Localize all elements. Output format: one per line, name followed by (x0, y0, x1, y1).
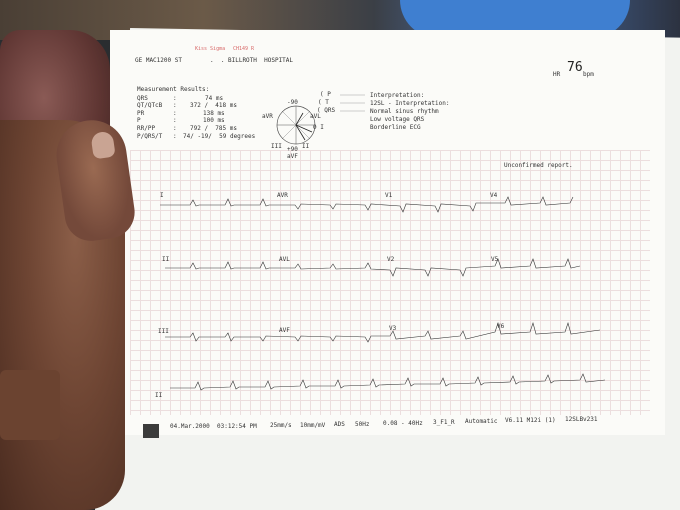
ecg-trace-row3 (165, 321, 601, 343)
axis-bottom: +90 (287, 146, 298, 153)
lead-label: AVL (279, 256, 290, 263)
footer-time: 03:12:54 PM (217, 423, 257, 430)
footer-program: 12SLBv231 (565, 416, 598, 423)
footer-gain: 10mm/mV (300, 422, 326, 429)
watch-strap (0, 370, 60, 440)
measure-label: RR/PP (137, 125, 156, 132)
measure-sep: : (173, 117, 177, 124)
measure-value: 138 ms (203, 110, 225, 117)
hr-value: 76 (567, 60, 583, 75)
footer-filter: 0.08 - 40Hz (383, 420, 423, 427)
hr-unit: bpm (583, 71, 594, 78)
axis-lead1: 0 I (313, 124, 324, 131)
interpretation-line: Low voltage QRS (370, 116, 425, 123)
footer-mains: 50Hz (355, 421, 370, 428)
interpretation-title: Interpretation: (370, 92, 425, 99)
logo-left: Kiss Sigma (195, 46, 226, 52)
lead-label: AVR (277, 192, 288, 199)
unconfirmed-report: Unconfirmed report. (504, 162, 573, 169)
axis-avr: aVR (262, 113, 273, 120)
lead-label: II (155, 392, 163, 399)
measure-label: P/QRS/T (137, 133, 163, 140)
footer-speed: 25mm/s (270, 422, 292, 429)
lead-label: AVF (279, 327, 290, 334)
lead-label: V6 (497, 323, 505, 330)
ecg-trace-row4 (170, 373, 606, 391)
axis-legend-p: ( P (320, 91, 331, 98)
footer-ads: ADS (334, 421, 345, 428)
ecg-trace-row2 (165, 258, 581, 277)
patient-dots: . . (210, 57, 225, 64)
lead-label: V3 (389, 325, 397, 332)
logo-right: CH149 R (233, 46, 255, 52)
footer-marker (143, 424, 159, 438)
axis-lead2: II (302, 143, 310, 150)
interpretation-line: Borderline ECG (370, 124, 421, 131)
axis-top: -90 (287, 99, 298, 106)
footer-version: V6.11 M12i (1) (505, 417, 556, 424)
measure-value: 74 ms (205, 95, 224, 102)
axis-legend-qrs: ( QRS (317, 107, 336, 114)
measure-sep: : (173, 110, 177, 117)
lead-label: II (162, 256, 170, 263)
axis-avl: aVL (310, 113, 321, 120)
ecg-trace-row1 (160, 196, 574, 213)
axis-lead3: III (271, 143, 282, 150)
measure-label: P (137, 117, 141, 124)
lead-label: V4 (490, 192, 498, 199)
lead-label: V2 (387, 256, 395, 263)
measure-sep: : (173, 125, 177, 132)
measure-sep: : (173, 102, 177, 109)
measure-value: 100 ms (203, 117, 225, 124)
device-name: GE MAC1200 ST (135, 57, 182, 64)
footer-mode: Automatic (465, 418, 498, 425)
measurements-title: Measurement Results: (137, 86, 210, 93)
lead-label: V1 (385, 192, 393, 199)
measure-label: PR (137, 110, 145, 117)
axis-legend-t: ( T (318, 99, 329, 106)
interpretation-line: Normal sinus rhythm (370, 108, 439, 115)
measure-sep: : (173, 95, 177, 102)
measure-sep: : (173, 133, 177, 140)
hr-label: HR (553, 71, 561, 78)
measure-label: QT/QTcB (137, 102, 163, 109)
ecg-grid (130, 150, 650, 415)
footer-date: 04.Mar.2000 (170, 423, 210, 430)
measure-value: 792 / 785 ms (190, 125, 237, 132)
axis-avf: aVF (287, 153, 298, 160)
measure-value: 372 / 418 ms (190, 102, 237, 109)
lead-label: I (160, 192, 164, 199)
interpretation-line: 12SL - Interpretation: (370, 100, 450, 107)
lead-label: V5 (491, 256, 499, 263)
measure-value: 74/ -19/ 59 degrees (183, 133, 256, 140)
lead-label: III (158, 328, 169, 335)
measure-label: QRS (137, 95, 148, 102)
footer-format: 3_F1_R (433, 419, 455, 426)
hospital-name: BILLROTH HOSPITAL (228, 57, 294, 64)
